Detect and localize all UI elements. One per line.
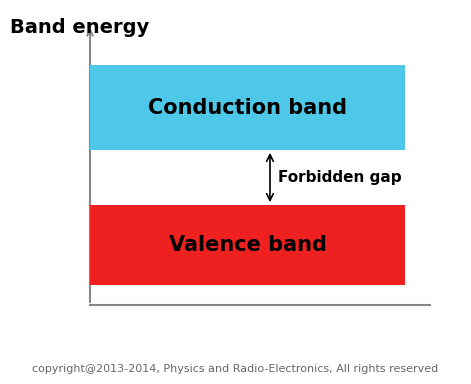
Bar (90, 205, 405, 285)
Text: Conduction band: Conduction band (148, 98, 347, 118)
Bar (90, 65, 405, 150)
Text: Forbidden gap: Forbidden gap (278, 170, 402, 185)
Text: Valence band: Valence band (169, 235, 326, 255)
Text: Band energy: Band energy (10, 18, 149, 37)
Text: copyright@2013-2014, Physics and Radio-Electronics, All rights reserved: copyright@2013-2014, Physics and Radio-E… (32, 364, 439, 374)
